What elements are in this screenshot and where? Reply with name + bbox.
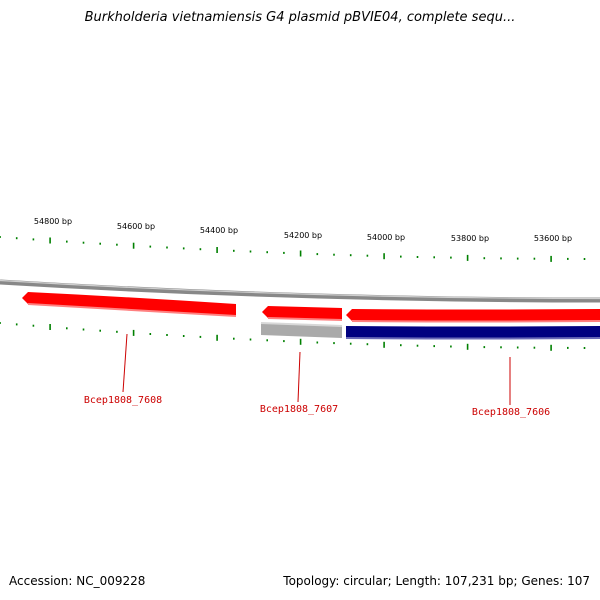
ruler-labels: 54800 bp 54600 bp 54400 bp 54200 bp 5400… <box>34 217 572 243</box>
gene-feature-gray[interactable] <box>260 322 343 338</box>
outer-ruler-ticks <box>0 236 586 262</box>
topology-summary: Topology: circular; Length: 107,231 bp; … <box>283 574 590 588</box>
accession-text: Accession: NC_009228 <box>9 574 146 588</box>
label-connector <box>297 351 301 403</box>
gene-feature-navy[interactable] <box>345 326 600 340</box>
ruler-label: 54200 bp <box>284 231 322 240</box>
gene-label[interactable]: Bcep1808_7606 <box>472 407 550 418</box>
ruler-label: 54000 bp <box>367 233 405 242</box>
ruler-label: 54400 bp <box>200 226 238 235</box>
gene-label[interactable]: Bcep1808_7607 <box>260 404 338 415</box>
inner-ruler-ticks <box>0 322 586 351</box>
plasmid-backbone <box>0 279 600 303</box>
ruler-label: 53800 bp <box>451 234 489 243</box>
gene-bcep1808-7606[interactable] <box>346 309 600 323</box>
gene-label[interactable]: Bcep1808_7608 <box>84 395 162 406</box>
ruler-label: 53600 bp <box>534 234 572 243</box>
label-connector <box>122 333 128 393</box>
ruler-label: 54600 bp <box>117 222 155 231</box>
gene-bcep1808-7608[interactable] <box>22 292 237 317</box>
ruler-label: 54800 bp <box>34 217 72 226</box>
gene-bcep1808-7607[interactable] <box>262 306 343 321</box>
map-title: Burkholderia vietnamiensis G4 plasmid pB… <box>84 10 516 25</box>
